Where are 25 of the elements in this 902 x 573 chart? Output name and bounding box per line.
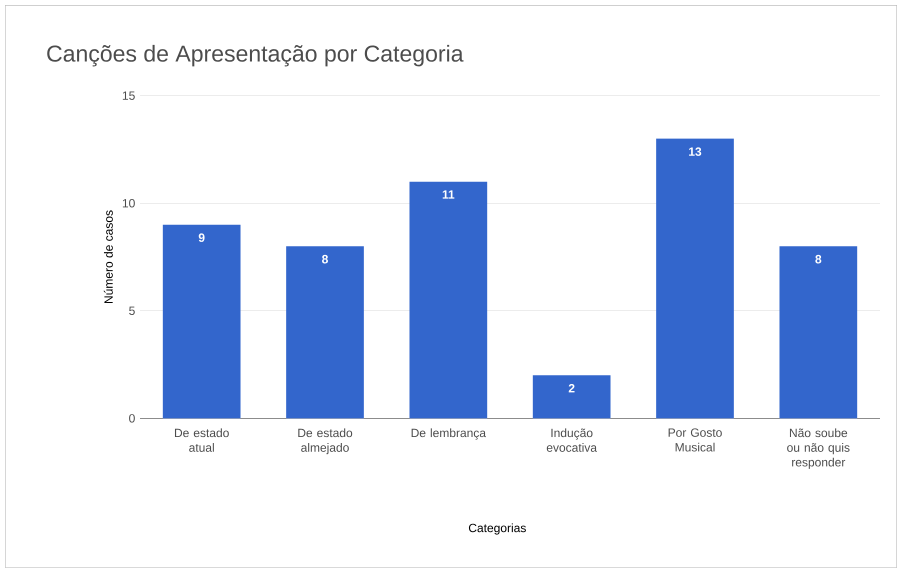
bar (656, 138, 734, 418)
x-tick-label: De estado almejado (298, 428, 352, 454)
x-tick-label: Não soube ou não quis responder (787, 428, 850, 469)
data-label: 8 (322, 254, 328, 264)
x-tick-label: De lembrança (412, 428, 486, 440)
y-tick-label: 10 (122, 198, 135, 208)
x-axis-title: Categorias (468, 523, 526, 535)
x-tick-label: De estado atual (174, 428, 229, 452)
x-tick-label: Por Gosto Musical (668, 428, 722, 452)
bar (532, 375, 611, 418)
y-tick-label: 0 (129, 414, 135, 423)
data-label: 2 (568, 384, 575, 392)
x-tick-label: Indução evocativa (546, 428, 598, 452)
y-axis-title: Número de casos (104, 210, 113, 304)
data-label: 9 (198, 233, 205, 242)
y-tick-label: 15 (122, 91, 135, 100)
bar (162, 224, 241, 418)
chart-title: Canções de Apresentação por Categoria (47, 44, 464, 66)
bar (779, 246, 858, 418)
bar (286, 246, 364, 418)
data-label: 11 (442, 190, 454, 199)
data-label: 8 (815, 254, 822, 264)
bar (409, 182, 488, 418)
y-tick-label: 5 (129, 306, 135, 315)
data-label: 13 (689, 147, 702, 156)
